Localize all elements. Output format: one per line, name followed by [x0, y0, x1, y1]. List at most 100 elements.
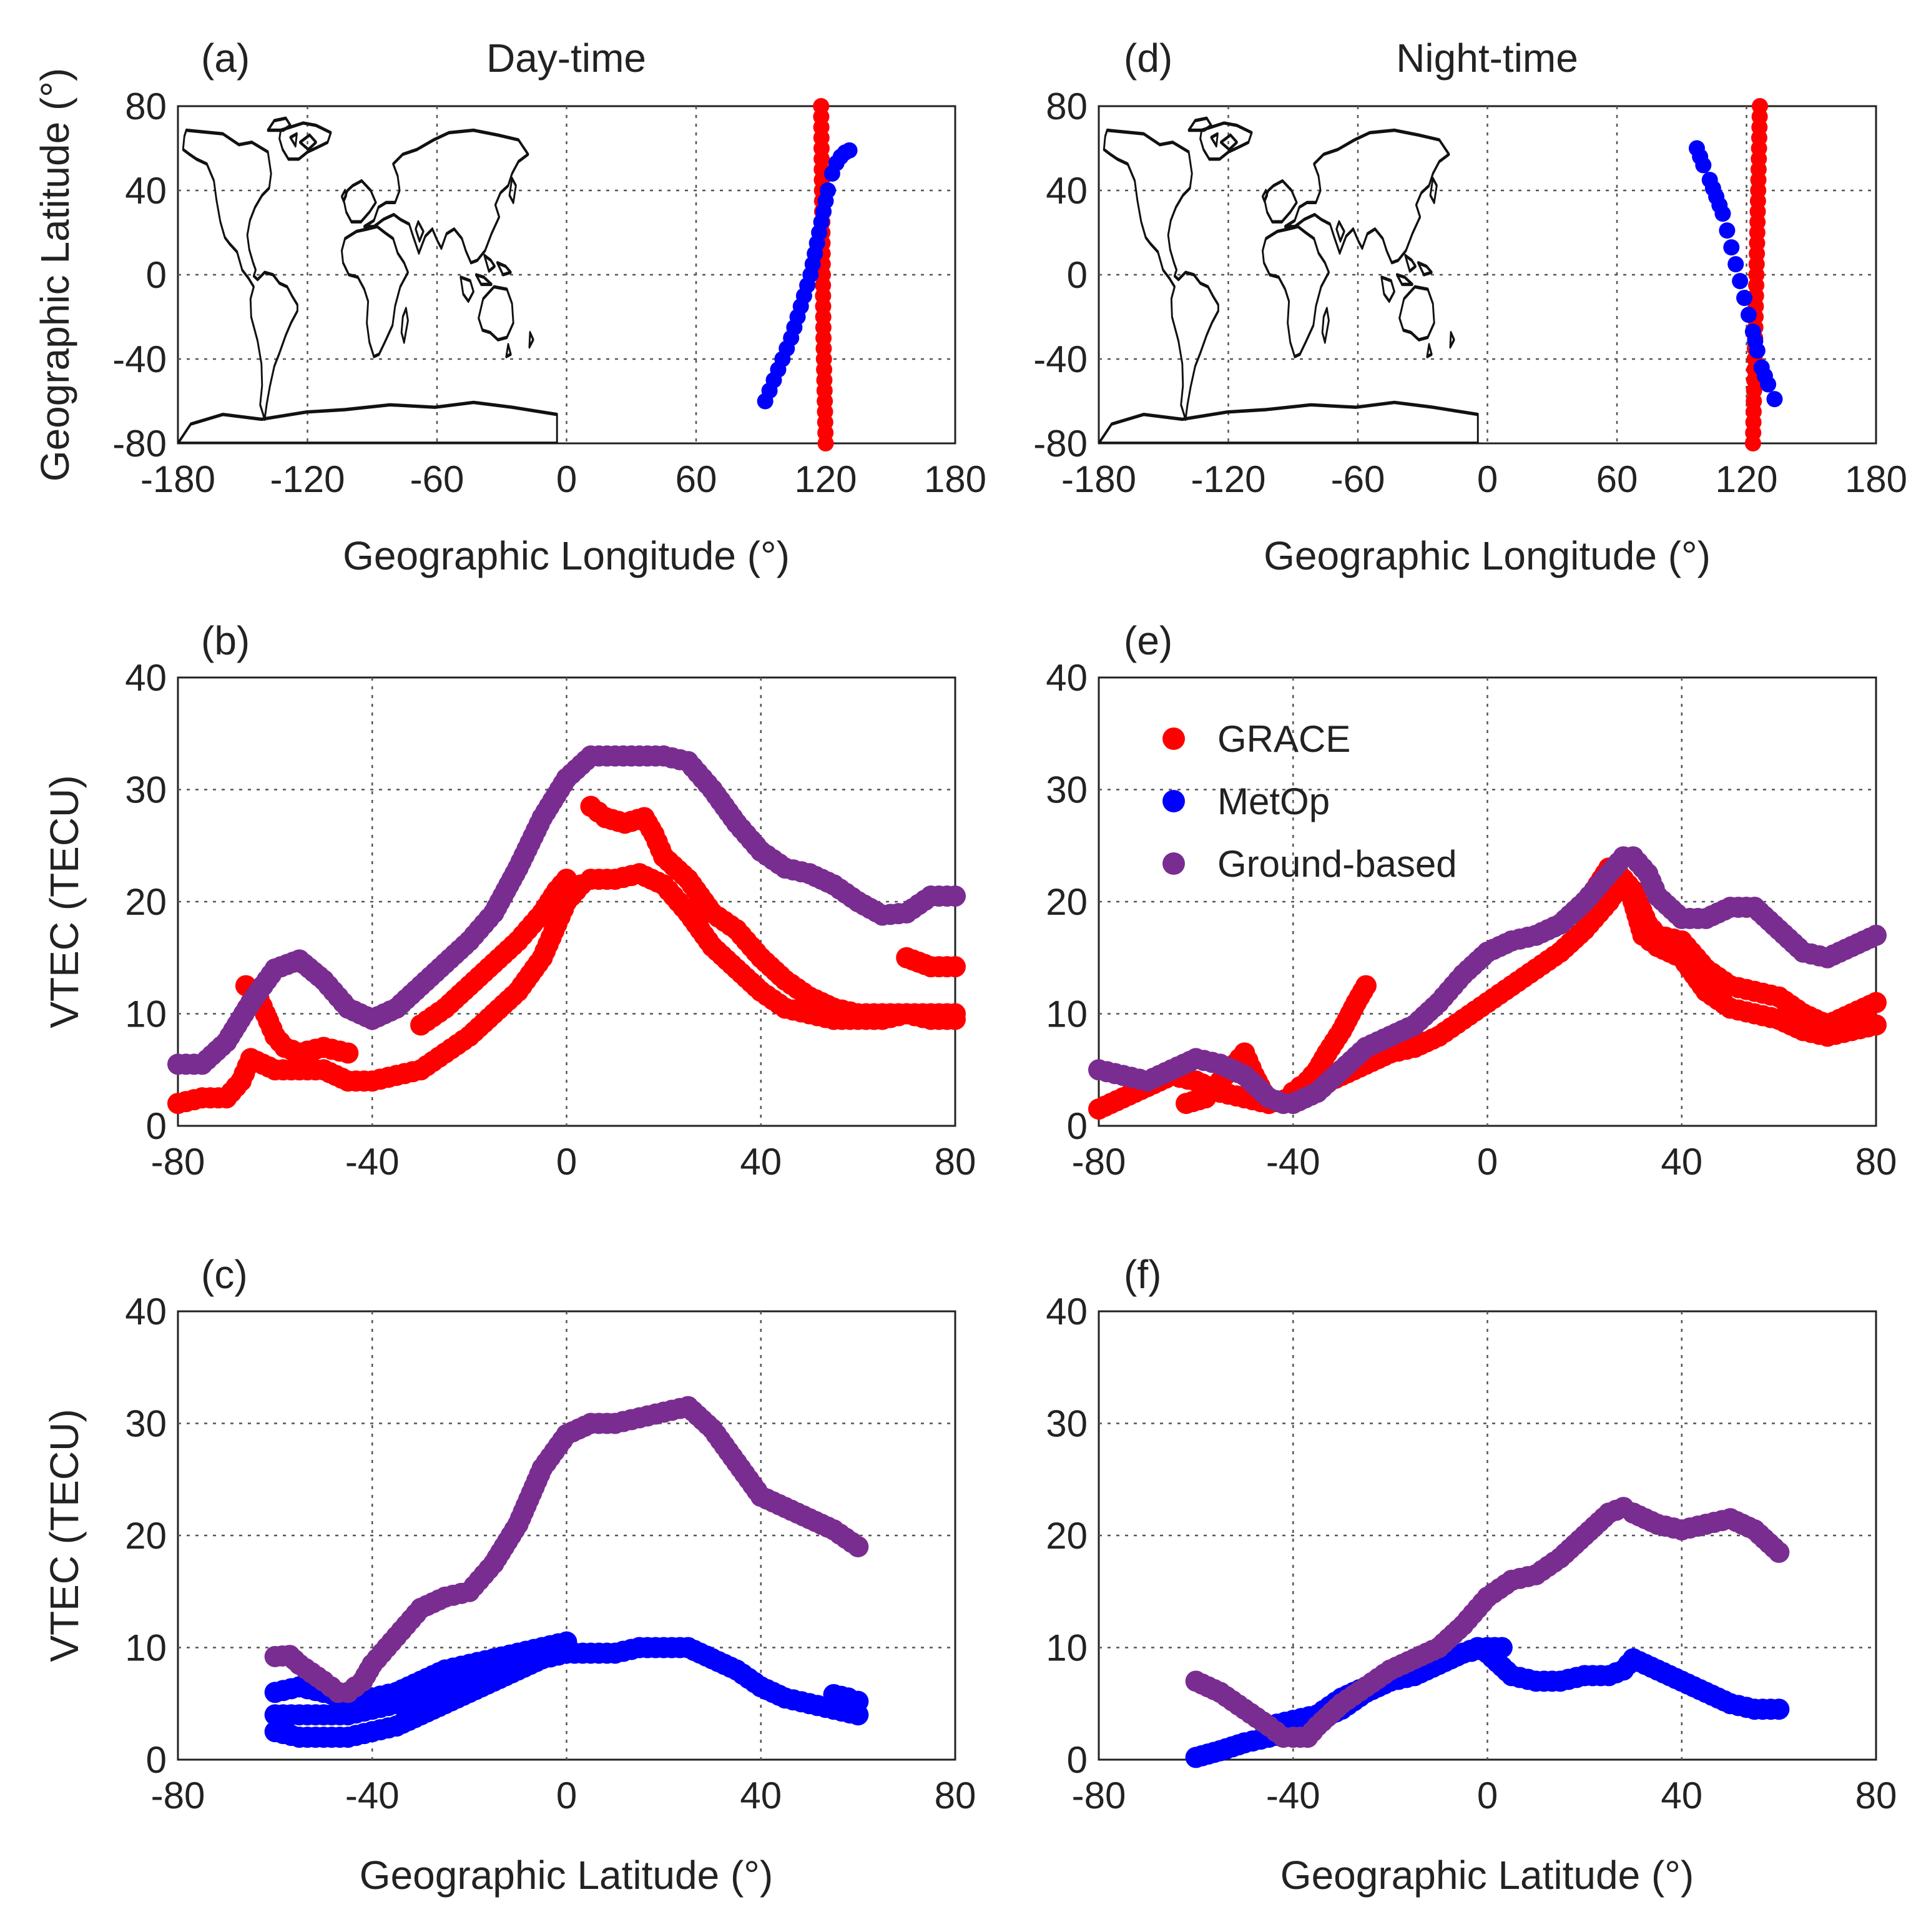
x-tick-label: -120 — [270, 458, 345, 500]
x-tick-label: 0 — [1477, 458, 1498, 500]
legend-label-grace: GRACE — [1217, 718, 1350, 760]
x-tick-label: 0 — [556, 1775, 577, 1816]
data-point-metop — [1491, 1637, 1513, 1658]
panel-d-title: Night-time — [1396, 36, 1578, 81]
series-grace — [167, 796, 966, 1115]
data-point-grace — [556, 869, 577, 890]
y-tick-label: 0 — [1067, 1739, 1088, 1781]
legend: GRACE MetOp Ground-based — [1162, 718, 1457, 885]
data-point-ground-based — [847, 1535, 869, 1557]
series-ground-based — [1088, 846, 1887, 1115]
y-tick-label: 20 — [125, 881, 167, 923]
y-tick-label: 20 — [1046, 1515, 1088, 1557]
y-tick-label: -40 — [112, 338, 167, 380]
y-tick-label: 10 — [1046, 993, 1088, 1035]
legend-label-metop: MetOp — [1217, 781, 1330, 822]
legend-marker-ground-based — [1162, 852, 1185, 875]
y-tick-label: 40 — [1046, 1291, 1088, 1333]
data-point-metop — [1727, 256, 1744, 273]
x-tick-label: 40 — [1661, 1775, 1702, 1816]
data-point-metop — [847, 1690, 869, 1712]
x-tick-label: 0 — [556, 1141, 577, 1183]
y-tick-label: 40 — [125, 657, 167, 699]
y-tick-label: 30 — [1046, 1403, 1088, 1445]
x-tick-label: -40 — [1266, 1775, 1320, 1816]
y-tick-label: 10 — [125, 993, 167, 1035]
series-ground-based — [264, 1396, 869, 1703]
x-tick-label: 120 — [1715, 458, 1777, 500]
y-tick-label: 40 — [125, 1291, 167, 1333]
y-tick-label: 40 — [125, 170, 167, 212]
data-point-ground-based — [1768, 1541, 1790, 1563]
y-tick-label: -40 — [1033, 338, 1088, 380]
x-tick-label: 40 — [1661, 1141, 1702, 1183]
series-metop — [1688, 140, 1783, 408]
panel-a-label: (a) — [201, 36, 250, 81]
x-tick-label: 80 — [1855, 1775, 1897, 1816]
x-tick-label: -180 — [1061, 458, 1136, 500]
x-tick-label: 0 — [1477, 1775, 1498, 1816]
data-point-ground-based — [1865, 924, 1887, 946]
y-tick-label: 0 — [146, 1105, 167, 1147]
legend-marker-grace — [1162, 727, 1185, 750]
panel-c-xlabel: Geographic Latitude (°) — [360, 1853, 773, 1898]
data-point-metop — [1732, 273, 1749, 290]
y-tick-label: 10 — [125, 1627, 167, 1669]
legend-entry-ground-based: Ground-based — [1162, 843, 1457, 885]
series-ground-based — [1185, 1497, 1790, 1748]
x-tick-label: 0 — [1477, 1141, 1498, 1183]
data-point-metop — [1723, 239, 1740, 256]
x-tick-label: 180 — [1845, 458, 1907, 500]
panel-a-daytime-map: -180 -120 -60 0 60 120 180 -80 -40 0 40 80 (a) Day… — [32, 36, 986, 578]
y-tick-label: -80 — [112, 423, 167, 465]
panel-c-label: (c) — [201, 1252, 248, 1297]
data-point-grace — [1865, 1014, 1887, 1036]
y-tick-label: 10 — [1046, 1627, 1088, 1669]
data-point-metop — [1768, 1698, 1790, 1720]
data-point-grace — [945, 1008, 966, 1030]
series-metop — [264, 1631, 869, 1748]
x-tick-label: 80 — [1855, 1141, 1897, 1183]
series-metop — [1185, 1637, 1790, 1768]
data-point-metop — [1736, 290, 1753, 307]
data-point-grace — [337, 1042, 359, 1064]
y-tick-label: 30 — [1046, 769, 1088, 811]
panel-e-label: (e) — [1124, 618, 1172, 663]
legend-marker-metop — [1162, 790, 1185, 812]
y-tick-label: 40 — [1046, 170, 1088, 212]
x-tick-label: 40 — [740, 1775, 782, 1816]
y-tick-label: 30 — [125, 1403, 167, 1445]
x-tick-label: 60 — [676, 458, 717, 500]
x-tick-label: 180 — [924, 458, 986, 500]
data-point-metop — [1714, 205, 1731, 222]
world-coastline-map — [1099, 116, 1479, 443]
panel-d-label: (d) — [1124, 36, 1172, 81]
data-point-grace — [813, 98, 830, 114]
x-tick-label: -80 — [1072, 1141, 1126, 1183]
panel-d-xlabel: Geographic Longitude (°) — [1264, 533, 1711, 578]
y-tick-label: 0 — [1067, 1105, 1088, 1147]
y-tick-label: 80 — [1046, 86, 1088, 127]
data-point-metop — [507, 1648, 529, 1670]
data-point-grace — [945, 956, 966, 978]
panel-c-daytime-metop-vtec: -80 -40 0 40 80 0 10 20 30 40 (c) Geographic Lat… — [42, 1252, 976, 1898]
y-tick-label: -80 — [1033, 423, 1088, 465]
x-tick-label: -60 — [410, 458, 464, 500]
data-point-metop — [1760, 376, 1777, 393]
data-point-metop — [819, 182, 836, 199]
x-tick-label: -180 — [140, 458, 215, 500]
data-point-metop — [1695, 157, 1712, 174]
panel-f-xlabel: Geographic Latitude (°) — [1280, 1853, 1694, 1898]
x-tick-label: 80 — [935, 1775, 976, 1816]
panel-f-label: (f) — [1124, 1252, 1161, 1297]
data-point-metop — [841, 142, 858, 159]
x-tick-label: 120 — [794, 458, 857, 500]
x-tick-label: -40 — [345, 1775, 400, 1816]
y-tick-label: 0 — [1067, 254, 1088, 296]
legend-entry-metop: MetOp — [1162, 781, 1330, 822]
x-tick-label: 60 — [1596, 458, 1638, 500]
y-tick-label: 20 — [1046, 881, 1088, 923]
x-tick-label: -40 — [1266, 1141, 1320, 1183]
y-tick-label: 30 — [125, 769, 167, 811]
x-tick-label: -120 — [1191, 458, 1265, 500]
